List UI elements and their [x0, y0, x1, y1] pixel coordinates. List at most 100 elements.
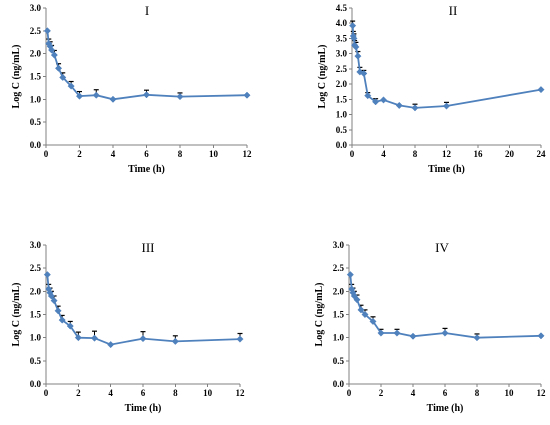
- x-tick-label: 0: [44, 388, 49, 398]
- data-point-marker: [442, 102, 451, 110]
- x-tick-label: 4: [111, 149, 116, 159]
- x-tick-label: 6: [144, 149, 149, 159]
- y-tick-label: 0.0: [333, 379, 345, 389]
- y-tick-label: 0.5: [30, 117, 42, 127]
- x-axis-title: Time (h): [428, 164, 465, 175]
- y-tick-label: 2.5: [30, 263, 42, 273]
- data-point-marker: [55, 64, 63, 72]
- y-axis-title: Log C (ng/mL): [317, 45, 328, 109]
- y-tick-label: 3.0: [336, 49, 348, 59]
- y-axis-title: Log C (ng/mL): [11, 45, 22, 109]
- data-point-marker: [537, 86, 545, 94]
- data-point-marker: [139, 335, 147, 343]
- chart-panel-3: 0.0 0.5 1.0 1.5 2.0 2.5 3.0 0 2 4 6 8 10 12 Time (h) Lo…: [11, 240, 245, 414]
- data-point-marker: [50, 51, 58, 59]
- data-point-marker: [54, 307, 62, 315]
- x-tick-label: 0: [44, 149, 49, 159]
- y-tick-label: 4.0: [336, 18, 348, 28]
- x-tick-label: 0: [347, 388, 352, 398]
- y-tick-label: 0.5: [333, 356, 345, 366]
- x-tick-label: 8: [178, 149, 183, 159]
- x-tick-label: 10: [209, 149, 219, 159]
- data-point-marker: [58, 316, 66, 324]
- y-tick-label: 1.0: [336, 110, 348, 120]
- y-tick-label: 0.5: [336, 125, 348, 135]
- data-point-marker: [67, 82, 75, 90]
- data-point-marker: [66, 322, 74, 330]
- y-tick-label: 3.5: [336, 33, 348, 43]
- x-tick-label: 12: [243, 149, 253, 159]
- x-axis-title: Time (h): [427, 403, 464, 414]
- y-tick-label: 3.0: [30, 3, 42, 13]
- x-tick-label: 16: [474, 149, 484, 159]
- x-tick-label: 6: [443, 388, 448, 398]
- data-point-marker: [90, 334, 99, 342]
- y-tick-label: 3.0: [30, 240, 42, 250]
- data-point-marker: [352, 43, 360, 51]
- y-tick-label: 4.5: [336, 3, 348, 13]
- y-axis-title: Log C (ng/mL): [11, 283, 22, 347]
- x-tick-label: 0: [350, 149, 355, 159]
- x-tick-label: 8: [413, 149, 418, 159]
- data-point-marker: [176, 93, 184, 101]
- data-point-marker: [379, 96, 388, 104]
- y-tick-label: 2.5: [30, 26, 42, 36]
- data-point-marker: [236, 335, 244, 343]
- data-point-marker: [372, 98, 380, 106]
- y-tick-label: 1.0: [30, 94, 42, 104]
- data-point-marker: [369, 317, 377, 326]
- data-point-marker: [92, 91, 100, 99]
- data-point-marker: [411, 104, 419, 112]
- x-tick-label: 4: [411, 388, 416, 398]
- x-tick-label: 4: [108, 388, 113, 398]
- data-point-marker: [361, 310, 369, 319]
- y-tick-label: 2.0: [336, 79, 348, 89]
- data-point-marker: [47, 292, 55, 300]
- y-tick-label: 0.0: [30, 140, 42, 150]
- data-point-marker: [346, 271, 354, 279]
- x-tick-label: 12: [236, 388, 246, 398]
- y-tick-label: 2.0: [333, 286, 345, 296]
- data-point-marker: [364, 92, 372, 100]
- series-line: [46, 274, 241, 346]
- x-tick-label: 10: [505, 388, 515, 398]
- data-point-marker: [350, 34, 358, 42]
- y-tick-label: 3.0: [333, 240, 345, 250]
- data-point-marker: [360, 69, 368, 78]
- x-tick-label: 6: [141, 388, 146, 398]
- data-point-marker: [357, 306, 365, 314]
- data-point-marker: [59, 73, 67, 81]
- y-tick-label: 1.5: [30, 72, 42, 82]
- y-tick-label: 2.0: [30, 286, 42, 296]
- series-line: [351, 25, 542, 109]
- y-tick-label: 1.5: [336, 94, 348, 104]
- data-point-marker: [393, 329, 401, 337]
- x-tick-label: 8: [475, 388, 480, 398]
- data-point-marker: [395, 101, 403, 109]
- y-tick-label: 1.5: [30, 310, 42, 320]
- data-point-marker: [74, 334, 82, 342]
- data-point-marker: [107, 341, 115, 349]
- y-tick-label: 0.5: [30, 356, 42, 366]
- chart-panel-2: 0.0 0.5 1.0 1.5 2.0 2.5 3.0 3.5 4.0 4.5 0 4 8 12 16 20 2…: [317, 3, 546, 175]
- y-axis-title: Log C (ng/mL): [314, 283, 325, 347]
- data-point-marker: [243, 91, 251, 99]
- data-point-marker: [353, 296, 361, 304]
- data-point-marker: [75, 92, 84, 100]
- data-point-marker: [409, 332, 417, 340]
- y-tick-label: 1.5: [333, 310, 345, 320]
- x-tick-label: 10: [203, 388, 213, 398]
- y-tick-label: 0.0: [336, 140, 348, 150]
- data-point-marker: [537, 332, 545, 340]
- x-tick-label: 2: [77, 149, 82, 159]
- x-tick-label: 12: [537, 388, 547, 398]
- data-point-marker: [171, 337, 179, 345]
- x-tick-label: 12: [442, 149, 452, 159]
- data-point-marker: [50, 297, 58, 305]
- data-point-marker: [43, 27, 51, 35]
- data-point-marker: [377, 329, 385, 337]
- y-tick-label: 0.0: [30, 379, 42, 389]
- y-tick-label: 1.0: [30, 333, 42, 343]
- y-tick-label: 2.5: [333, 263, 345, 273]
